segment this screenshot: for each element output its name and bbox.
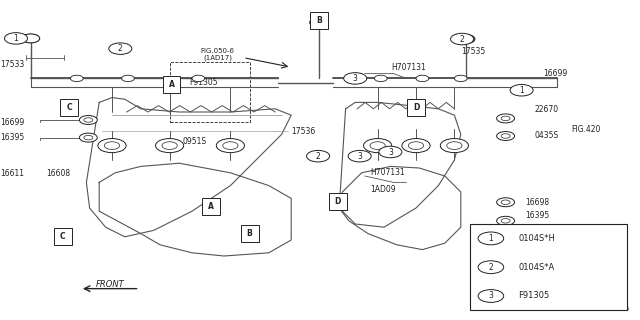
Circle shape — [109, 43, 132, 54]
Text: FIG.420: FIG.420 — [572, 125, 601, 134]
Circle shape — [497, 216, 515, 225]
Text: B: B — [247, 229, 252, 238]
Text: 1AD09: 1AD09 — [370, 185, 396, 194]
Circle shape — [310, 18, 328, 27]
FancyBboxPatch shape — [202, 198, 220, 215]
FancyBboxPatch shape — [310, 12, 328, 29]
Circle shape — [510, 84, 533, 96]
Text: 1: 1 — [488, 234, 493, 243]
Circle shape — [497, 114, 515, 123]
Circle shape — [348, 150, 371, 162]
Circle shape — [4, 33, 28, 44]
Text: C: C — [60, 232, 65, 241]
Text: F91305: F91305 — [189, 78, 218, 87]
Text: 16611: 16611 — [547, 224, 572, 233]
Text: 16608: 16608 — [492, 237, 516, 246]
Bar — [170, 62, 250, 122]
Text: 16611: 16611 — [0, 169, 24, 178]
Text: 0951S: 0951S — [182, 137, 207, 146]
Text: A: A — [208, 202, 214, 211]
Circle shape — [457, 35, 475, 44]
Bar — [470, 224, 627, 310]
Text: (1AD17): (1AD17) — [203, 55, 232, 61]
Circle shape — [22, 34, 40, 43]
Circle shape — [122, 75, 134, 82]
Text: 16608: 16608 — [46, 169, 70, 178]
Circle shape — [344, 73, 367, 84]
FancyBboxPatch shape — [60, 99, 78, 116]
Text: 3: 3 — [488, 292, 493, 300]
Text: 16698: 16698 — [525, 198, 549, 207]
Circle shape — [454, 75, 467, 82]
Text: 17535: 17535 — [461, 47, 485, 56]
Circle shape — [98, 139, 126, 153]
Text: 3: 3 — [357, 152, 362, 161]
Text: D: D — [335, 197, 341, 206]
FancyBboxPatch shape — [407, 99, 425, 116]
Text: 1: 1 — [13, 34, 19, 43]
Circle shape — [70, 75, 83, 82]
Circle shape — [402, 139, 430, 153]
Circle shape — [364, 139, 392, 153]
Text: 2: 2 — [460, 35, 465, 44]
Text: FIG.050-6: FIG.050-6 — [200, 48, 235, 53]
Text: 22670: 22670 — [534, 105, 559, 114]
Circle shape — [379, 146, 402, 158]
Circle shape — [497, 198, 515, 207]
Text: H707131: H707131 — [370, 168, 404, 177]
Text: 0104S*A: 0104S*A — [518, 263, 555, 272]
Text: A: A — [168, 80, 175, 89]
Text: 2: 2 — [118, 44, 123, 53]
Circle shape — [192, 75, 205, 82]
Circle shape — [451, 33, 474, 45]
Circle shape — [416, 75, 429, 82]
Text: C: C — [67, 103, 72, 112]
Circle shape — [307, 150, 330, 162]
FancyBboxPatch shape — [241, 225, 259, 242]
Text: 16699: 16699 — [543, 69, 567, 78]
Circle shape — [478, 232, 504, 245]
Circle shape — [497, 132, 515, 140]
Circle shape — [478, 261, 504, 274]
Text: 16699: 16699 — [0, 118, 24, 127]
Text: 2: 2 — [316, 152, 321, 161]
Text: 3: 3 — [388, 148, 393, 156]
Circle shape — [440, 139, 468, 153]
Text: 2: 2 — [488, 263, 493, 272]
Text: 0435S: 0435S — [534, 131, 559, 140]
FancyBboxPatch shape — [163, 76, 180, 93]
Text: 17533: 17533 — [0, 60, 24, 68]
FancyBboxPatch shape — [329, 193, 347, 210]
Text: FRONT: FRONT — [96, 280, 124, 289]
Text: F91305: F91305 — [518, 292, 550, 300]
Text: A050001776: A050001776 — [585, 306, 630, 312]
Text: D: D — [413, 103, 419, 112]
Text: B: B — [316, 16, 321, 25]
Circle shape — [79, 133, 97, 142]
FancyBboxPatch shape — [54, 228, 72, 245]
Text: 17536: 17536 — [291, 127, 316, 136]
Text: 1: 1 — [519, 86, 524, 95]
Text: 16395: 16395 — [0, 133, 24, 142]
Text: H707131: H707131 — [392, 63, 426, 72]
Text: 16395: 16395 — [525, 211, 549, 220]
Circle shape — [216, 139, 244, 153]
Circle shape — [478, 290, 504, 302]
Text: 3: 3 — [353, 74, 358, 83]
Text: 0104S*H: 0104S*H — [518, 234, 556, 243]
Circle shape — [79, 116, 97, 124]
Circle shape — [374, 75, 387, 82]
Circle shape — [156, 139, 184, 153]
